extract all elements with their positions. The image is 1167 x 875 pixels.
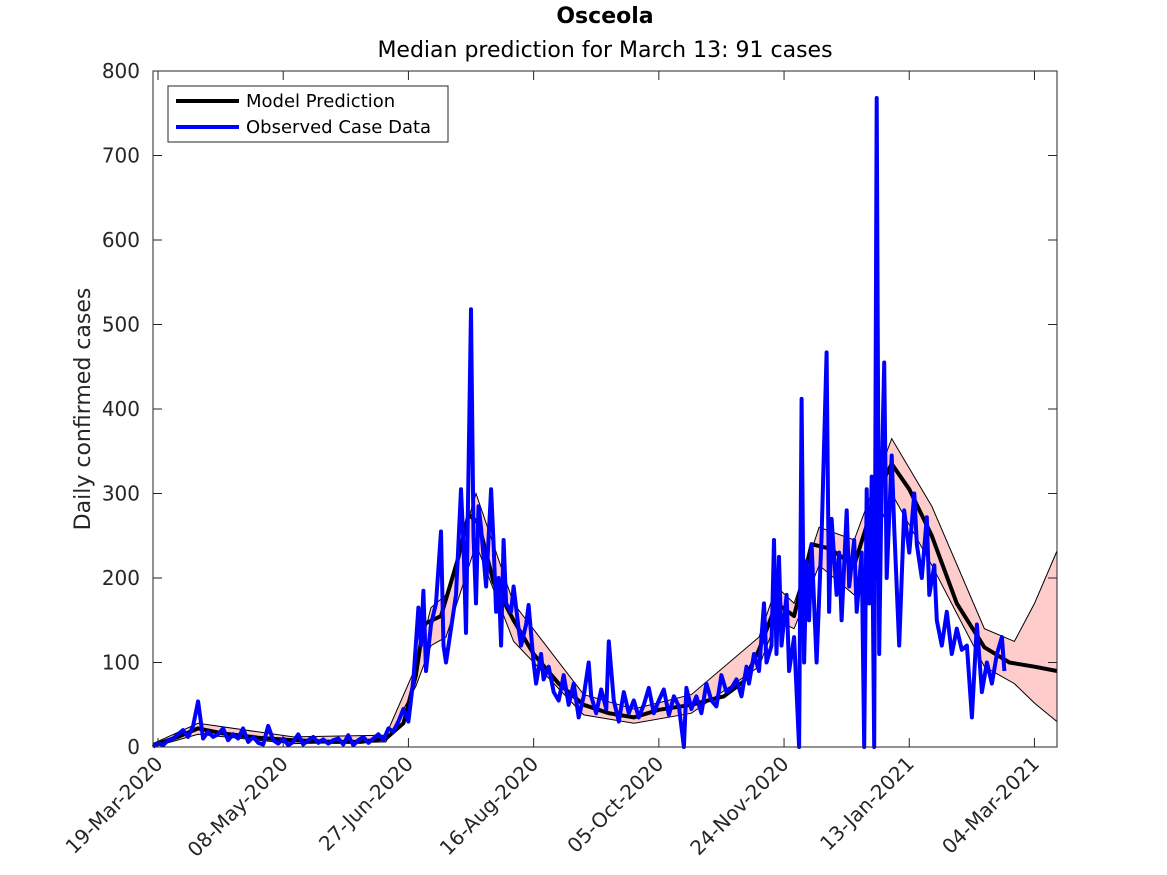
x-tick-label: 13-Jan-2021 xyxy=(815,752,919,856)
plot-area xyxy=(151,96,1058,749)
x-tick-label: 27-Jun-2020 xyxy=(314,752,418,856)
y-tick-label: 800 xyxy=(102,59,140,83)
y-tick-label: 400 xyxy=(102,397,140,421)
y-tick-label: 500 xyxy=(102,313,140,337)
legend: Model Prediction Observed Case Data xyxy=(167,85,449,143)
y-axis-label: Daily confirmed cases xyxy=(71,288,96,531)
y-tick-label: 200 xyxy=(102,566,140,590)
x-tick-label: 08-May-2020 xyxy=(183,752,293,862)
y-tick-label: 300 xyxy=(102,482,140,506)
y-axis: 0 100 200 300 400 500 600 700 800 xyxy=(102,59,1057,759)
x-tick-label: 16-Aug-2020 xyxy=(435,752,543,860)
axes-frame xyxy=(152,70,1058,748)
legend-label-observed: Observed Case Data xyxy=(246,117,431,138)
y-tick-label: 700 xyxy=(102,144,140,168)
observed-case-data-line xyxy=(151,96,1007,749)
uncertainty-band-upper-line xyxy=(152,437,1058,745)
y-tick-label: 100 xyxy=(102,651,140,675)
legend-label-model: Model Prediction xyxy=(246,91,395,112)
y-tick-label: 0 xyxy=(127,735,140,759)
x-tick-label: 19-Mar-2020 xyxy=(61,752,168,859)
chart-title: Osceola xyxy=(556,4,653,29)
x-tick-label: 24-Nov-2020 xyxy=(685,752,793,860)
x-tick-label: 05-Oct-2020 xyxy=(562,752,668,858)
uncertainty-band-lower-line xyxy=(152,492,1058,748)
chart-subtitle: Median prediction for March 13: 91 cases xyxy=(377,38,832,63)
x-tick-label: 04-Mar-2021 xyxy=(937,752,1044,859)
legend-box xyxy=(167,85,449,143)
y-tick-label: 600 xyxy=(102,228,140,252)
